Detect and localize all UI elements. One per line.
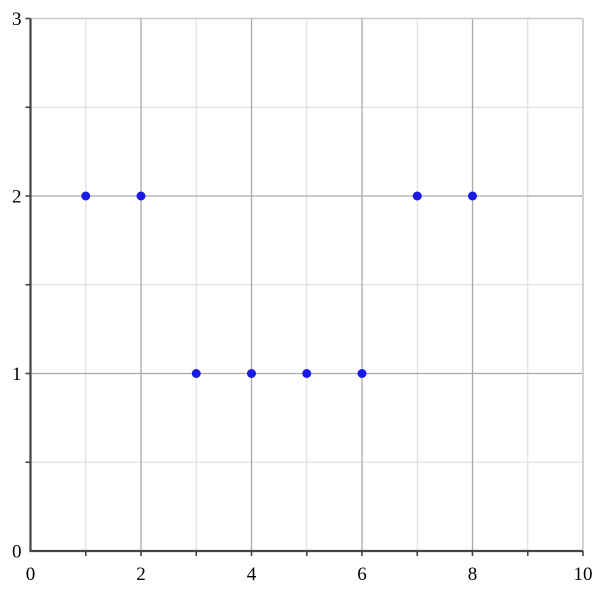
data-point — [136, 191, 146, 201]
y-axis-tick-label: 3 — [12, 9, 22, 30]
x-axis-tick-label: 4 — [247, 564, 257, 585]
data-point — [302, 369, 312, 378]
data-point — [191, 369, 201, 378]
y-axis-tick-label: 2 — [12, 187, 22, 208]
x-axis-tick-label: 8 — [468, 564, 478, 585]
data-point — [247, 369, 256, 378]
y-axis-tick-label: 0 — [12, 542, 22, 563]
data-point — [412, 191, 422, 201]
data-point — [81, 191, 91, 201]
x-axis-tick-label: 10 — [574, 564, 593, 585]
data-point — [468, 191, 477, 201]
x-axis-tick-label: 2 — [136, 564, 146, 585]
x-axis-tick-label: 6 — [357, 564, 367, 585]
x-axis-tick-label: 0 — [26, 564, 36, 585]
data-point — [357, 369, 367, 378]
y-axis-tick-label: 1 — [12, 364, 22, 385]
